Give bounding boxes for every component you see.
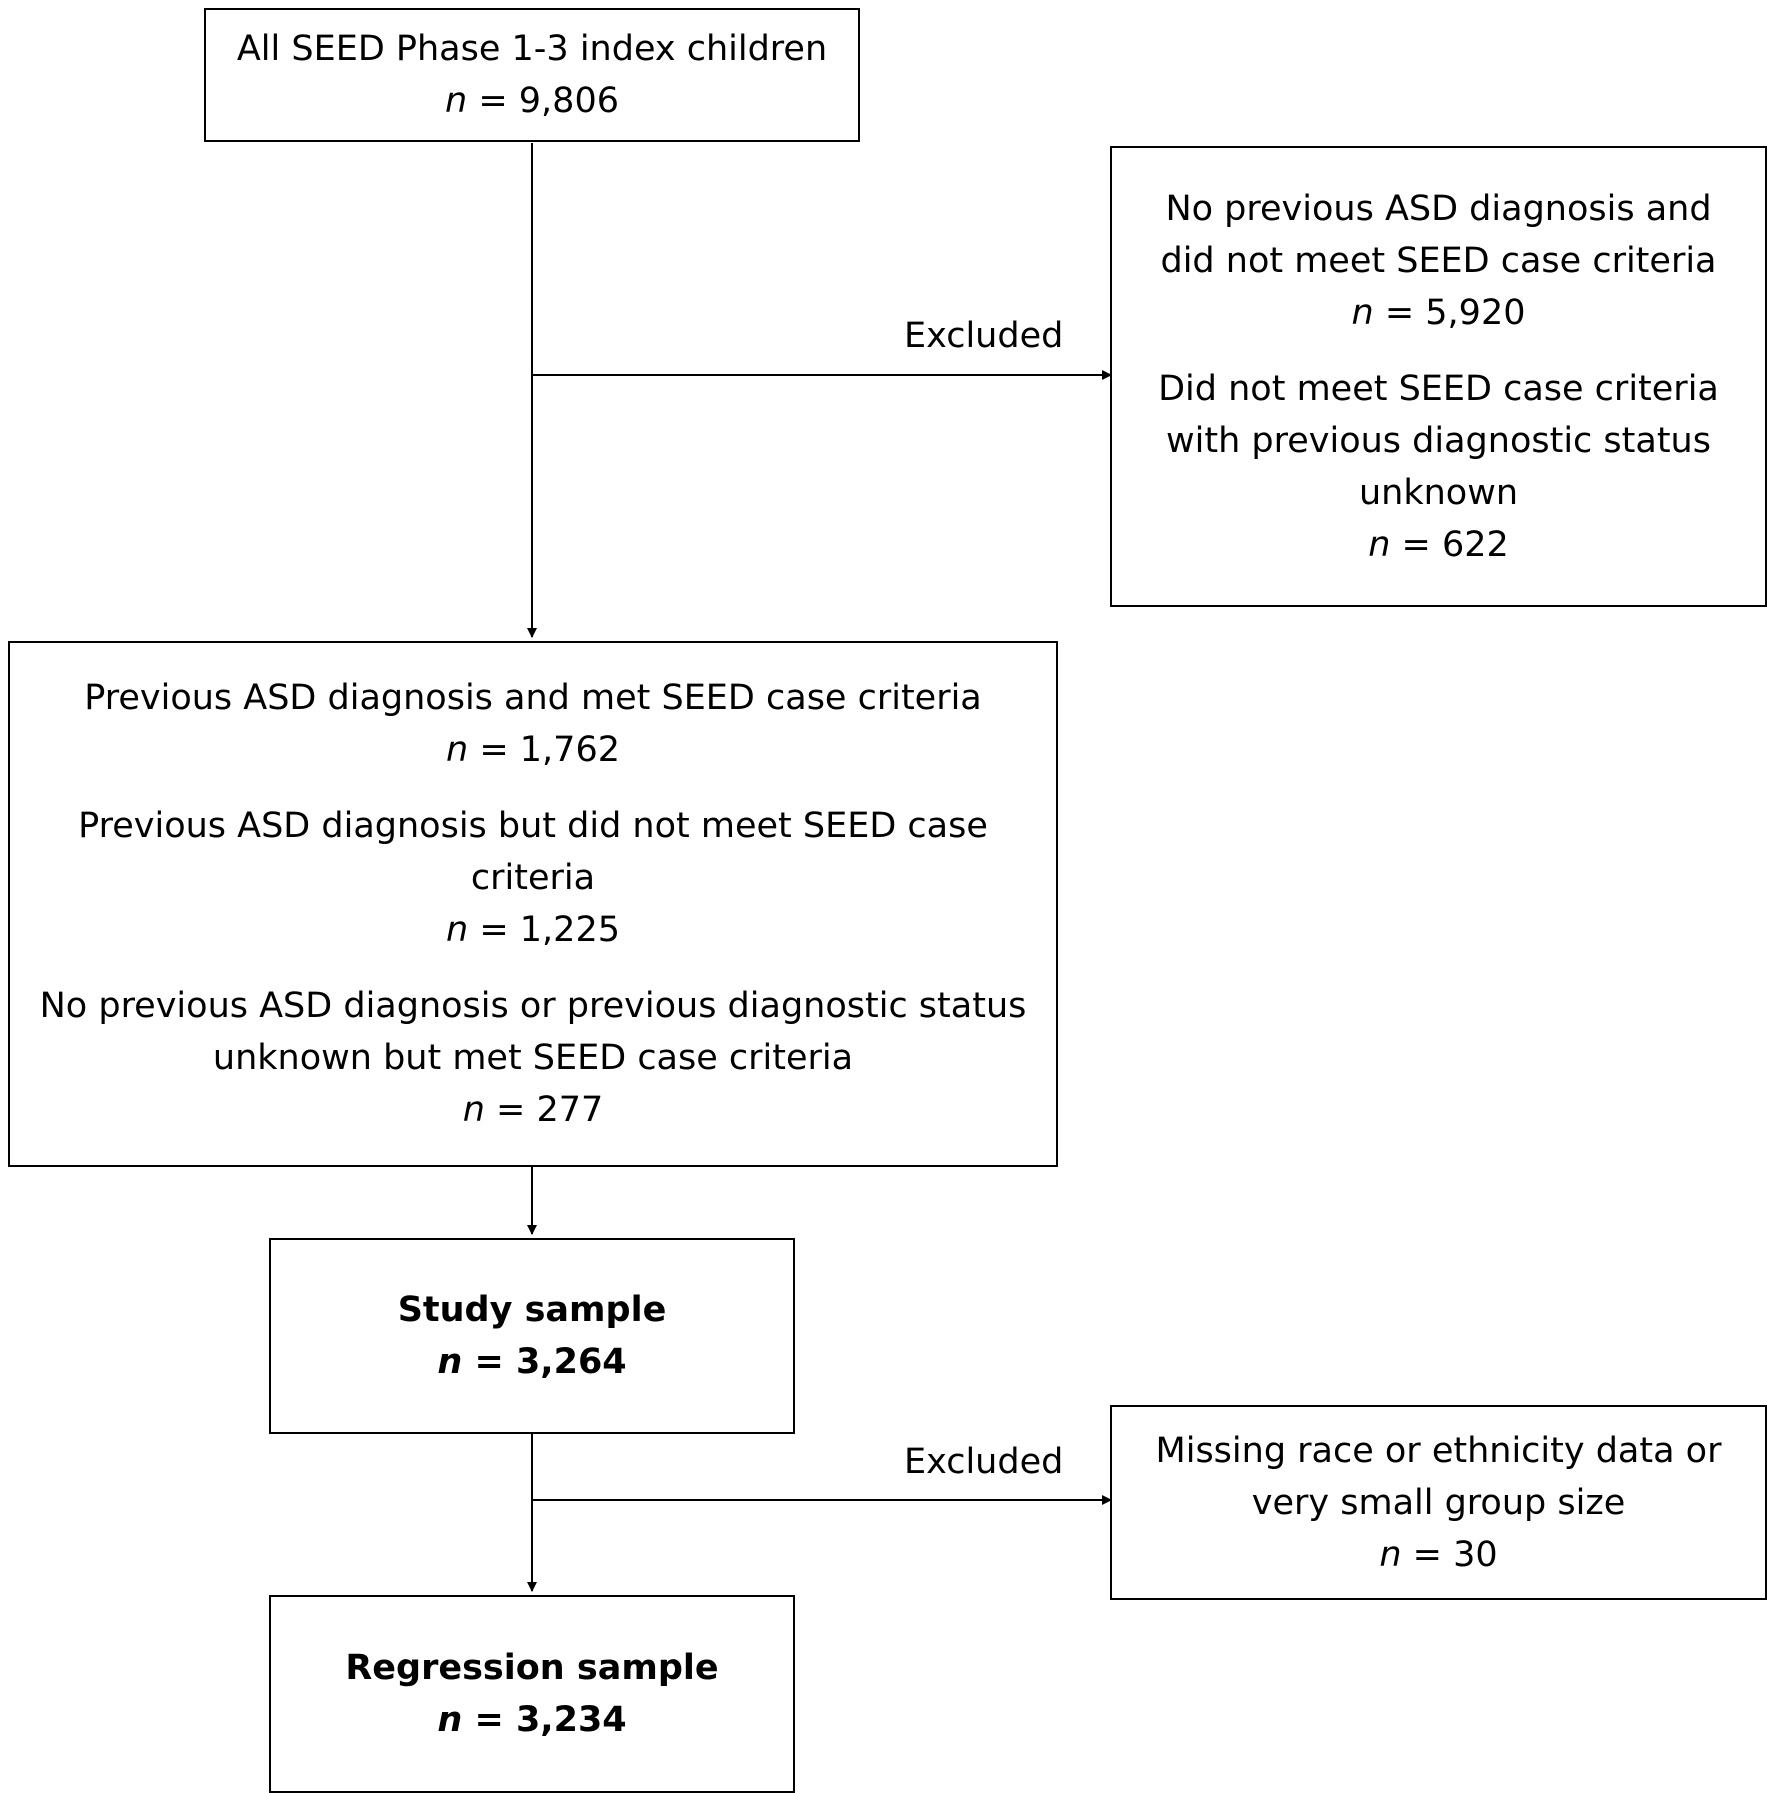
all-children-label: All SEED Phase 1-3 index children — [236, 29, 828, 69]
excluded-label-2: Excluded — [904, 1442, 1064, 1482]
excluded-box-2: Missing race or ethnicity data or very s… — [1110, 1405, 1767, 1600]
case-groups-box: Previous ASD diagnosis and met SEED case… — [8, 641, 1058, 1167]
all-children-count: n = 9,806 — [445, 81, 619, 121]
excluded-2-line1: Missing race or ethnicity data or — [1155, 1430, 1722, 1471]
excluded-label-1: Excluded — [904, 316, 1064, 356]
excluded-1-group1-line2: did not meet SEED case criteria — [1160, 240, 1717, 281]
study-sample-count: n = 3,264 — [437, 1342, 627, 1382]
case-group2-count: n = 1,225 — [446, 910, 620, 950]
excluded-1-group1-count: n = 5,920 — [1351, 292, 1526, 333]
case-group2-line2: criteria — [470, 858, 596, 898]
excluded-box-1: No previous ASD diagnosis and did not me… — [1110, 146, 1767, 607]
excluded-2-line2: very small group size — [1251, 1482, 1626, 1523]
case-group3-line2: unknown but met SEED case criteria — [212, 1038, 854, 1078]
excluded-1-group2-line3: unknown — [1358, 472, 1519, 513]
excluded-2-count: n = 30 — [1379, 1534, 1498, 1575]
case-group1-line1: Previous ASD diagnosis and met SEED case… — [84, 678, 982, 718]
regression-sample-count: n = 3,234 — [437, 1700, 627, 1740]
all-children-box: All SEED Phase 1-3 index children n = 9,… — [204, 8, 860, 142]
excluded-1-group2-line2: with previous diagnostic status — [1166, 420, 1711, 461]
case-group3-line1: No previous ASD diagnosis or previous di… — [39, 986, 1027, 1026]
excluded-1-group2-line1: Did not meet SEED case criteria — [1158, 368, 1719, 409]
case-group1-count: n = 1,762 — [446, 730, 620, 770]
study-sample-box: Study sample n = 3,264 — [269, 1238, 795, 1434]
case-group2-line1: Previous ASD diagnosis but did not meet … — [78, 806, 988, 846]
excluded-1-group2-count: n = 622 — [1368, 524, 1509, 565]
case-group3-count: n = 277 — [462, 1090, 604, 1130]
regression-sample-box: Regression sample n = 3,234 — [269, 1595, 795, 1793]
excluded-1-group1-line1: No previous ASD diagnosis and — [1165, 188, 1712, 229]
regression-sample-label: Regression sample — [345, 1648, 719, 1688]
study-sample-label: Study sample — [397, 1290, 667, 1330]
